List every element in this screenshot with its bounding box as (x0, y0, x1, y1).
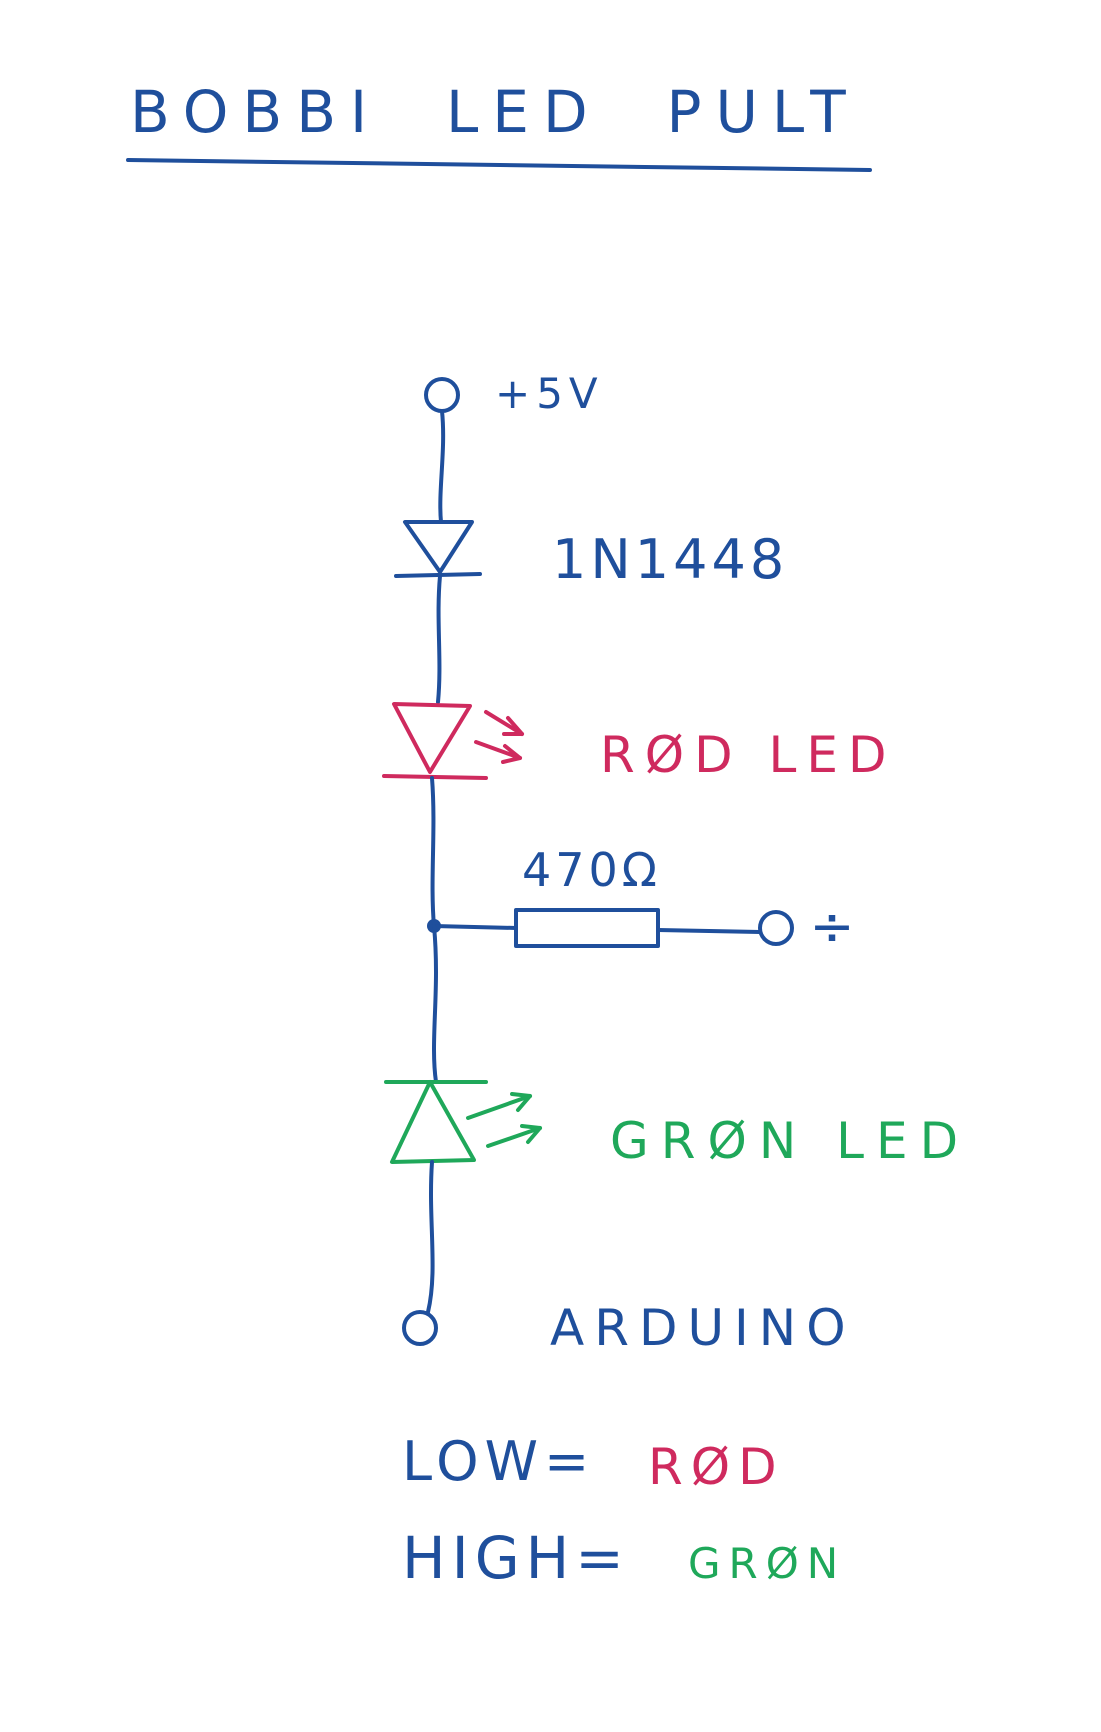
title-underline (126, 158, 872, 172)
supply-terminal (424, 377, 460, 413)
supply-label: +5V (495, 369, 604, 418)
diode-label: 1N1448 (552, 528, 788, 591)
arduino-label: ARDUINO (550, 1299, 856, 1357)
wire-greenled-arduino (426, 1160, 435, 1314)
wire-resistor-ground (656, 928, 762, 934)
legend-high-key: HIGH= (402, 1524, 630, 1592)
wire-diode-redled (436, 574, 442, 704)
green-led-symbol (384, 1080, 542, 1164)
red-led-symbol (382, 702, 524, 780)
ground-terminal (758, 910, 794, 946)
red-led-label: RØD LED (600, 726, 896, 784)
resistor-symbol (514, 908, 660, 948)
wire-junction-resistor (432, 924, 518, 930)
legend-low-value: RØD (648, 1438, 785, 1496)
wire-supply-diode (438, 409, 446, 524)
diagram-title: BOBBI LED PULT (130, 78, 860, 146)
wire-redled-junction (430, 776, 436, 928)
green-led-label: GRØN LED (610, 1112, 970, 1170)
ground-label: ÷ (809, 895, 854, 958)
legend-low-key: LOW= (402, 1430, 595, 1493)
resistor-label: 470Ω (522, 843, 661, 897)
arduino-terminal (402, 1310, 438, 1346)
diode-bar (394, 572, 482, 578)
diode-symbol (403, 520, 474, 574)
wire-junction-greenled (432, 924, 438, 1084)
legend-high-value: GRØN (688, 1539, 846, 1588)
